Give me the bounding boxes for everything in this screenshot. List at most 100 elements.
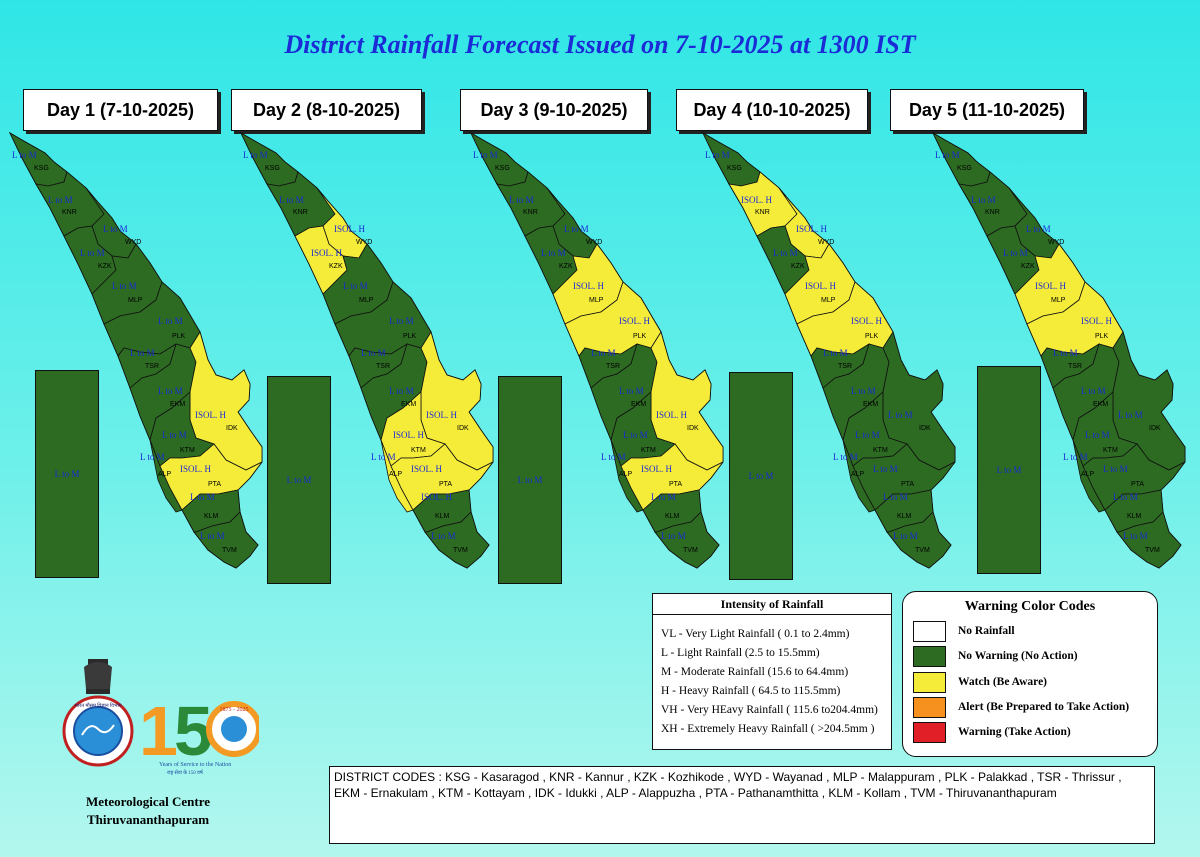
district-warning-label: ISOL. H	[619, 316, 650, 326]
district-warning-label: ISOL. H	[393, 430, 424, 440]
centre-line-2: Thiruvananthapuram	[86, 812, 210, 827]
district-code-label: TSR	[145, 363, 159, 370]
warning-code-label: Warning (Take Action)	[958, 726, 1071, 738]
district-code-label: KSG	[727, 165, 742, 172]
district-codes-box: DISTRICT CODES : KSG - Kasaragod , KNR -…	[329, 766, 1155, 844]
logo-years: 1875 - 2025	[220, 707, 249, 713]
district-code-label: KZK	[98, 263, 112, 270]
district-warning-label: L to M	[158, 386, 183, 396]
warning-code-row-warning: Warning (Take Action)	[913, 721, 1071, 743]
district-code-label: KNR	[62, 209, 77, 216]
district-warning-label: L to M	[371, 452, 396, 462]
sea-warning-label: L to M	[748, 471, 774, 481]
district-warning-label: ISOL. H	[656, 410, 687, 420]
day-2-label: Day 2 (8-10-2025)	[231, 89, 422, 131]
district-code-label: KSG	[265, 165, 280, 172]
district-code-label: ALP	[619, 471, 633, 478]
logo-tagline: Years of Service to the Nation	[159, 761, 231, 768]
district-code-label: MLP	[821, 297, 836, 304]
district-warning-label: L to M	[162, 430, 187, 440]
district-warning-label: L to M	[619, 386, 644, 396]
district-code-label: KNR	[985, 209, 1000, 216]
district-warning-label: L to M	[883, 492, 908, 502]
district-warning-label: L to M	[12, 150, 37, 160]
warning-code-row-no-rainfall: No Rainfall	[913, 620, 1015, 642]
swatch-alert	[913, 696, 946, 718]
district-code-label: MLP	[128, 297, 143, 304]
district-warning-label: L to M	[361, 348, 386, 358]
imd-emblem: भारत मौसम विज्ञान विभाग	[62, 659, 134, 767]
district-warning-label: L to M	[823, 348, 848, 358]
district-warning-label: L to M	[873, 464, 898, 474]
district-code-label: KLM	[897, 513, 912, 520]
district-warning-label: L to M	[140, 452, 165, 462]
district-warning-label: L to M	[431, 531, 456, 541]
centre-line-1: Meteorological Centre	[85, 794, 211, 809]
district-code-label: PLK	[865, 333, 879, 340]
district-warning-label: L to M	[1123, 531, 1148, 541]
district-code-label: MLP	[359, 297, 374, 304]
district-warning-label: ISOL. H	[426, 410, 457, 420]
day-1-label: Day 1 (7-10-2025)	[23, 89, 218, 131]
district-warning-label: L to M	[893, 531, 918, 541]
sea-area-day-1: L to M	[35, 370, 99, 578]
district-warning-label: L to M	[243, 150, 268, 160]
district-warning-label: L to M	[833, 452, 858, 462]
district-code-label: PLK	[172, 333, 186, 340]
intensity-legend: Intensity of Rainfall VL - Very Light Ra…	[652, 593, 892, 750]
district-code-label: ALP	[1081, 471, 1095, 478]
district-pta	[852, 443, 956, 511]
district-pta	[159, 443, 263, 511]
district-code-label: EKM	[1093, 401, 1108, 408]
district-code-label: PLK	[1095, 333, 1109, 340]
district-code-label: KZK	[791, 263, 805, 270]
district-code-label: EKM	[401, 401, 416, 408]
district-warning-label: L to M	[705, 150, 730, 160]
emblem-text: भारत मौसम विज्ञान विभाग	[74, 702, 121, 709]
district-warning-label: L to M	[564, 224, 589, 234]
day-5-label: Day 5 (11-10-2025)	[890, 89, 1084, 131]
intensity-item-xh: XH - Extremely Heavy Rainfall ( >204.5mm…	[661, 723, 875, 735]
district-code-label: WYD	[125, 239, 141, 246]
district-warning-label: L to M	[158, 316, 183, 326]
district-code-label: TVM	[453, 547, 468, 554]
district-warning-label: L to M	[389, 386, 414, 396]
district-warning-label: L to M	[389, 316, 414, 326]
district-code-label: IDK	[919, 425, 931, 432]
district-code-label: EKM	[631, 401, 646, 408]
district-code-label: KNR	[523, 209, 538, 216]
district-code-label: KSG	[495, 165, 510, 172]
district-code-label: KSG	[957, 165, 972, 172]
district-code-label: TVM	[222, 547, 237, 554]
district-code-label: KTM	[180, 447, 195, 454]
district-warning-label: L to M	[190, 492, 215, 502]
district-warning-label: L to M	[473, 150, 498, 160]
district-code-label: TSR	[376, 363, 390, 370]
district-code-label: IDK	[687, 425, 699, 432]
district-warning-label: L to M	[541, 248, 566, 258]
intensity-item-m: M - Moderate Rainfall (15.6 to 64.4mm)	[661, 666, 849, 678]
warning-code-row-alert: Alert (Be Prepared to Take Action)	[913, 696, 1129, 718]
district-warning-label: L to M	[623, 430, 648, 440]
district-code-label: TSR	[606, 363, 620, 370]
district-code-label: KZK	[329, 263, 343, 270]
district-code-label: PLK	[633, 333, 647, 340]
kerala-forecast-maps: KSG L to M KNR L to M WYD L to M KZK L to M MLP L…	[8, 131, 1186, 569]
district-warning-label: L to M	[1113, 492, 1138, 502]
district-warning-label: L to M	[1053, 348, 1078, 358]
district-code-label: PTA	[208, 481, 221, 488]
district-code-label: KLM	[1127, 513, 1142, 520]
district-code-label: TVM	[1145, 547, 1160, 554]
district-warning-label: ISOL. H	[796, 224, 827, 234]
warning-code-label: Watch (Be Aware)	[958, 676, 1048, 688]
district-code-label: EKM	[863, 401, 878, 408]
sea-area-day-4: L to M	[729, 372, 793, 580]
district-warning-label: L to M	[48, 195, 73, 205]
district-code-label: KTM	[1103, 447, 1118, 454]
district-code-label: TSR	[838, 363, 852, 370]
district-code-label: MLP	[589, 297, 604, 304]
district-warning-label: L to M	[888, 410, 913, 420]
district-warning-label: L to M	[971, 195, 996, 205]
district-code-label: ALP	[851, 471, 865, 478]
district-code-label: TVM	[683, 547, 698, 554]
